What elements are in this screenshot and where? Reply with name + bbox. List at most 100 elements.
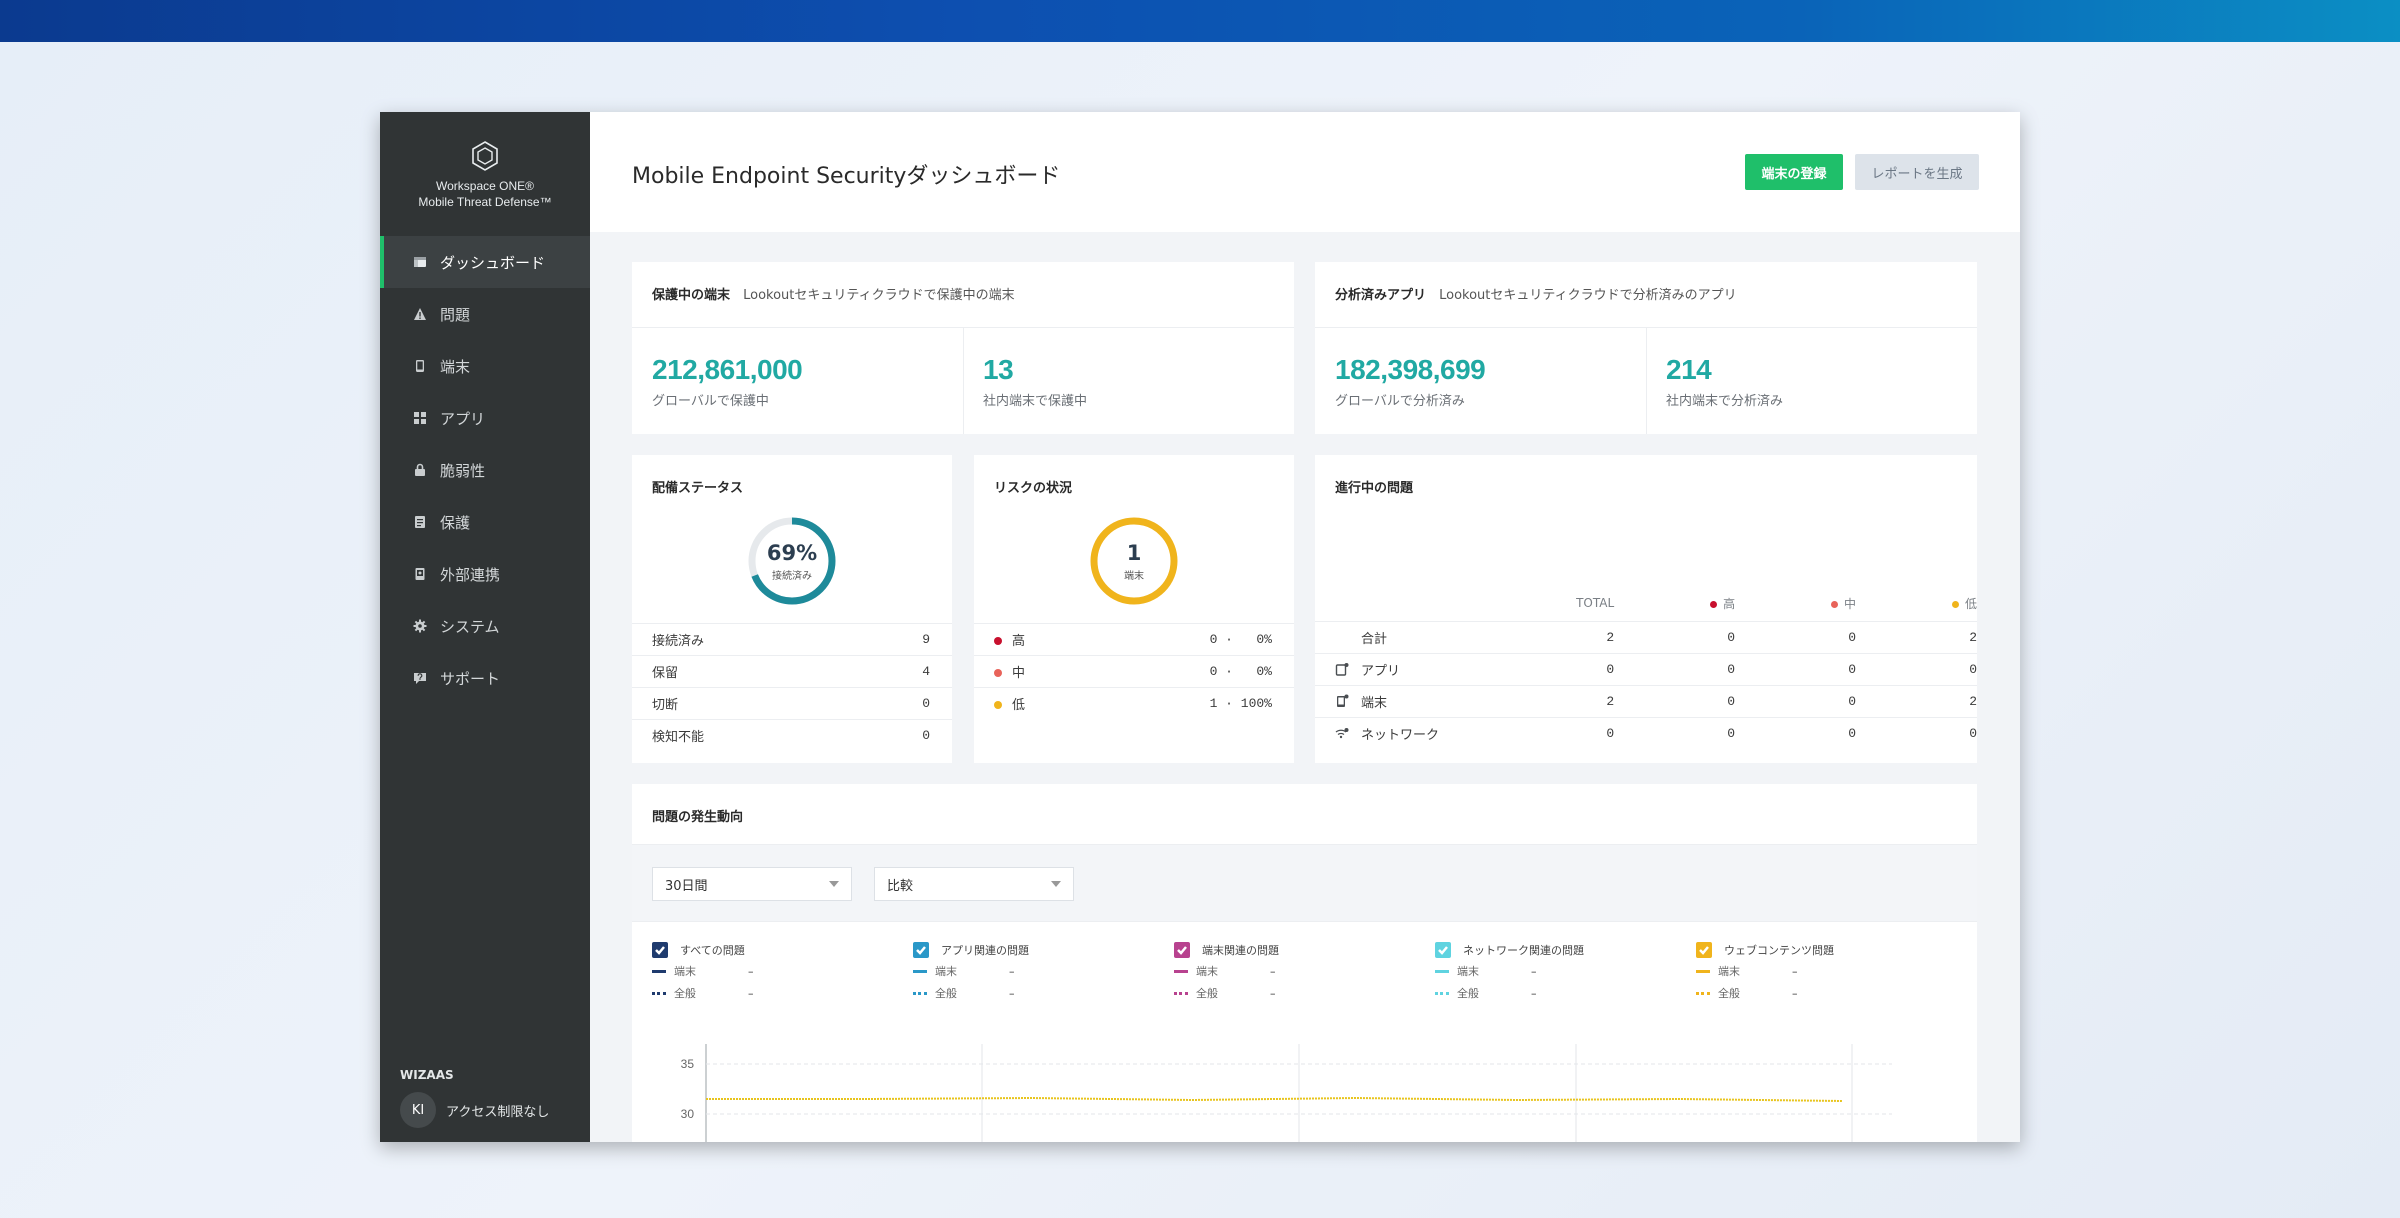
- sidebar-item-label: システム: [440, 617, 500, 636]
- cell-total: 0: [1606, 662, 1615, 677]
- ring-label: 接続済み: [772, 570, 812, 582]
- trend-line-chart: 35 30: [681, 1044, 1892, 1142]
- row-label: 切断: [652, 698, 679, 713]
- lock-icon: [412, 462, 428, 478]
- legend-global-label: 全般: [935, 987, 957, 1000]
- deployment-status-card: 配備ステータス 69% 接続済み 接続済み 9 保留 4 切断 0 検知不能 0: [632, 455, 952, 763]
- card-header: 配備ステータス: [632, 455, 952, 496]
- sidebar-item-vulnerabilities[interactable]: 脆弱性: [380, 444, 590, 496]
- sidebar-item-dashboard[interactable]: ダッシュボード: [380, 236, 590, 288]
- row-label: 保留: [652, 666, 679, 681]
- low-dot-icon: [1951, 600, 1959, 608]
- legend-global-label: 全般: [1196, 987, 1218, 1000]
- period-select[interactable]: 30日間: [652, 867, 852, 901]
- register-device-button[interactable]: 端末の登録: [1745, 154, 1843, 190]
- sidebar-item-label: アプリ: [440, 409, 486, 428]
- sidebar-item-system[interactable]: システム: [380, 600, 590, 652]
- row-label: 高: [1012, 634, 1026, 649]
- cell-medium: 0: [1848, 662, 1857, 677]
- sidebar: Workspace ONE® Mobile Threat Defense™ ダッ…: [380, 112, 590, 1142]
- sidebar-item-protection[interactable]: 保護: [380, 496, 590, 548]
- legend-device-value: –: [1270, 964, 1276, 978]
- connected-ring: 69% 接続済み: [746, 515, 838, 607]
- legend-global-row: 全般 –: [913, 982, 1143, 1004]
- high-dot-icon: [994, 637, 1002, 645]
- active-issues-card: 進行中の問題 TOTAL 高 中 低 合計 2 0 0 2: [1315, 455, 1977, 763]
- card-header: リスクの状況: [974, 455, 1294, 496]
- metric-value: 182,398,699: [1335, 354, 1486, 385]
- checkbox-checked-icon[interactable]: [1174, 942, 1190, 958]
- col-high: 高: [1614, 595, 1735, 612]
- metric-value: 212,861,000: [652, 354, 803, 385]
- solid-line-icon: [1174, 969, 1188, 973]
- legend-toggle[interactable]: 端末関連の問題: [1174, 940, 1404, 960]
- table-row[interactable]: ネットワーク 0 0 0 0: [1315, 717, 1977, 749]
- cell-high: 0: [1727, 662, 1736, 677]
- card-title: 分析済みアプリ: [1335, 288, 1427, 303]
- legend-toggle[interactable]: アプリ関連の問題: [913, 940, 1143, 960]
- metric-value: 13: [983, 354, 1014, 385]
- row-value: 0: [922, 728, 930, 743]
- sidebar-item-support[interactable]: サポート: [380, 652, 590, 704]
- dotted-line-icon: [913, 991, 927, 995]
- checkbox-checked-icon[interactable]: [913, 942, 929, 958]
- row-label: 中: [1012, 666, 1026, 681]
- generate-report-button[interactable]: レポートを生成: [1855, 154, 1979, 190]
- page-header: Mobile Endpoint Securityダッシュボード 端末の登録 レポ…: [590, 112, 2020, 232]
- legend-name: すべての問題: [680, 944, 745, 957]
- legend-toggle[interactable]: すべての問題: [652, 940, 882, 960]
- internal-analyzed-metric: 214 社内端末で分析済み: [1646, 328, 1977, 434]
- card-title: リスクの状況: [994, 481, 1073, 496]
- ring-value: 69%: [766, 540, 818, 565]
- legend-device-label: 端末: [1457, 965, 1479, 978]
- legend-global-row: 全般 –: [1696, 982, 1926, 1004]
- table-row[interactable]: 端末 2 0 0 2: [1315, 685, 1977, 717]
- avatar[interactable]: KI: [400, 1092, 436, 1128]
- issues-table: TOTAL 高 中 低 合計 2 0 0 2 アプリ 0 0 0 0: [1315, 585, 1977, 749]
- card-header: 保護中の端末 Lookoutセキュリティクラウドで保護中の端末: [632, 262, 1294, 328]
- medium-dot-icon: [1831, 600, 1839, 608]
- legend-device-value: –: [1009, 964, 1015, 978]
- legend-toggle[interactable]: ネットワーク関連の問題: [1435, 940, 1665, 960]
- dotted-line-icon: [1435, 991, 1449, 995]
- risk-ring: 1 端末: [1088, 515, 1180, 607]
- checkbox-checked-icon[interactable]: [652, 942, 668, 958]
- checkbox-checked-icon[interactable]: [1696, 942, 1712, 958]
- col-medium: 中: [1735, 595, 1856, 612]
- sidebar-item-label: 保護: [440, 513, 471, 532]
- help-chat-icon: [412, 670, 428, 686]
- row-label-wrap: 中: [994, 662, 1025, 681]
- legend-global-row: 全般 –: [652, 982, 882, 1004]
- sidebar-item-label: 脆弱性: [440, 461, 486, 480]
- user-menu[interactable]: KI アクセス制限なし: [400, 1092, 549, 1128]
- card-title: 問題の発生動向: [652, 810, 744, 825]
- sidebar-item-label: 問題: [440, 305, 471, 324]
- legend-device-value: –: [1531, 964, 1537, 978]
- sidebar-item-apps[interactable]: アプリ: [380, 392, 590, 444]
- sidebar-item-label: 端末: [440, 357, 471, 376]
- workspace-one-logo-icon: [472, 141, 498, 171]
- cell-low: 0: [1969, 662, 1977, 677]
- medium-dot-icon: [994, 669, 1002, 677]
- legend-name: アプリ関連の問題: [941, 944, 1029, 957]
- sidebar-item-integrations[interactable]: 外部連携: [380, 548, 590, 600]
- legend-device-row: 端末 –: [913, 960, 1143, 982]
- metric-value: 214: [1666, 354, 1712, 385]
- solid-line-icon: [1696, 969, 1710, 973]
- solid-line-icon: [1435, 969, 1449, 973]
- cell-total: 2: [1606, 630, 1615, 645]
- legend-global-value: –: [1792, 986, 1798, 1000]
- sidebar-item-issues[interactable]: 問題: [380, 288, 590, 340]
- table-row[interactable]: アプリ 0 0 0 0: [1315, 653, 1977, 685]
- checkbox-checked-icon[interactable]: [1435, 942, 1451, 958]
- connected-ring-graphic: [748, 517, 836, 605]
- list-item: 切断 0: [632, 687, 952, 719]
- trend-legend: すべての問題 端末 – 全般 – アプリ関連の問題 端末 – 全般 – 端末関連の問題 端末 – 全般 – ネ…: [632, 922, 1977, 1032]
- risk-ring-graphic: [1090, 517, 1178, 605]
- legend-global-label: 全般: [674, 987, 696, 1000]
- compare-select[interactable]: 比較: [874, 867, 1074, 901]
- legend-toggle[interactable]: ウェブコンテンツ問題: [1696, 940, 1926, 960]
- dotted-line-icon: [652, 991, 666, 995]
- sidebar-item-devices[interactable]: 端末: [380, 340, 590, 392]
- table-row[interactable]: 合計 2 0 0 2: [1315, 621, 1977, 653]
